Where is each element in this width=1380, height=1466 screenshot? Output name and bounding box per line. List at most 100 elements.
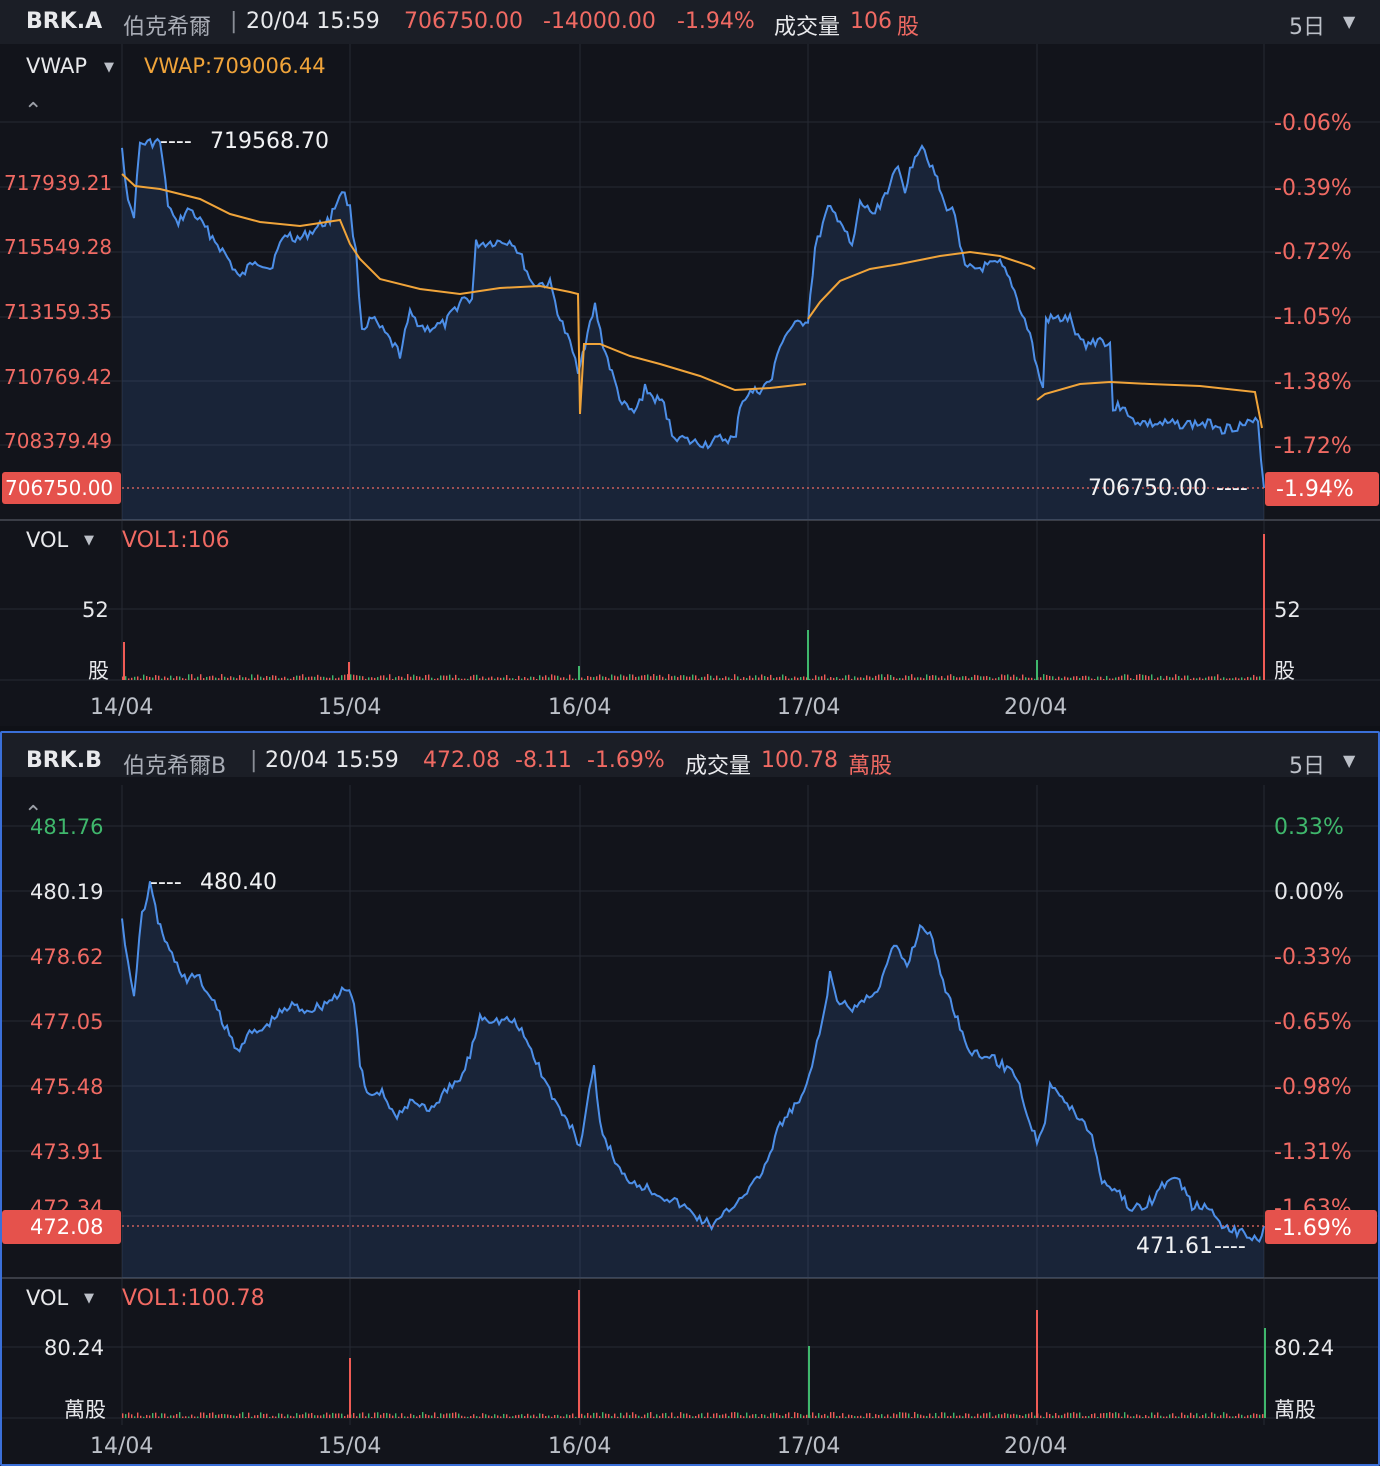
volume-bar: [203, 1412, 205, 1418]
volume-bar: [1166, 675, 1168, 680]
volume-bar: [1160, 675, 1162, 680]
volume-bar: [461, 678, 463, 680]
volume-bar: [632, 1412, 634, 1418]
volume-bar: [704, 1416, 706, 1418]
volume-bar: [326, 1412, 328, 1418]
triangle-down-icon[interactable]: ▼: [1343, 751, 1356, 770]
volume-bar: [503, 677, 505, 680]
volume-bar: [233, 1415, 235, 1418]
range-selector[interactable]: 5日: [1289, 754, 1325, 779]
volume-bar: [518, 1414, 520, 1418]
volume-bar: [860, 1415, 862, 1418]
volume-bar: [902, 1412, 904, 1418]
volume-bar: [1043, 1416, 1045, 1418]
brk-b-chart[interactable]: ⌃ 481.76 480.19 478.62 477.05 475.48 473…: [2, 785, 1378, 1465]
indicator-selector[interactable]: VWAP: [26, 54, 87, 78]
volume-bar: [410, 676, 412, 680]
volume-bar: [710, 1416, 712, 1418]
current-pct-tag: [1265, 472, 1379, 506]
volume-bar: [1016, 676, 1018, 680]
volume-bar: [182, 1416, 184, 1418]
volume-bar: [386, 1412, 388, 1418]
volume-bar: [808, 1346, 810, 1418]
volume-bar: [851, 1415, 853, 1418]
range-selector[interactable]: 5日: [1289, 15, 1325, 40]
volume-bar: [995, 678, 997, 680]
volume-bar: [1169, 677, 1171, 680]
volume-bar: [407, 674, 409, 680]
vol-axis-value-right: 52: [1274, 598, 1301, 622]
volume-bar: [737, 676, 739, 680]
volume-bar: [1211, 1412, 1213, 1418]
volume-bar: [680, 675, 682, 680]
vol-axis-unit-right: 股: [1274, 659, 1295, 683]
volume-bar: [1061, 678, 1063, 680]
vol-selector[interactable]: VOL: [26, 1286, 69, 1310]
volume-bar: [1202, 678, 1204, 680]
volume-bar: [974, 1416, 976, 1418]
volume-bar: [263, 1413, 265, 1418]
volume-bar: [797, 1412, 799, 1418]
volume-bar: [311, 1412, 313, 1418]
volume-bar: [968, 678, 970, 680]
volume-bar: [455, 1412, 457, 1418]
vwap-value: VWAP:709006.44: [144, 54, 326, 78]
volume-bar: [161, 1413, 163, 1418]
volume-bar: [491, 1416, 493, 1418]
volume-bar: [974, 674, 976, 680]
volume-bar: [362, 1412, 364, 1418]
volume-bar: [1019, 678, 1021, 680]
volume-bar: [992, 1416, 994, 1418]
volume-bar: [446, 1413, 448, 1418]
volume-bar: [1016, 1414, 1018, 1418]
triangle-down-icon[interactable]: ▼: [104, 60, 114, 75]
brk-a-chart[interactable]: VWAP ▼ VWAP:709006.44 ⌃ 717939.21 715549…: [0, 44, 1380, 726]
triangle-down-icon[interactable]: ▼: [1343, 12, 1356, 31]
brk-b-panel[interactable]: BRK.B 伯克希爾B | 20/04 15:59 472.08 -8.11 -…: [0, 731, 1380, 1466]
volume-bar: [197, 1416, 199, 1418]
volume-bar: [959, 677, 961, 680]
volume-bar: [743, 1416, 745, 1418]
brk-a-panel[interactable]: BRK.A 伯克希爾 | 20/04 15:59 706750.00 -1400…: [0, 0, 1380, 726]
volume-bar: [941, 676, 943, 680]
chevron-up-icon[interactable]: ⌃: [24, 99, 42, 124]
volume-bar: [920, 1414, 922, 1418]
volume-bar: [1070, 1413, 1072, 1418]
triangle-down-icon[interactable]: ▼: [84, 533, 94, 548]
volume-bar: [425, 675, 427, 680]
volume-bar: [293, 1416, 295, 1418]
volume-bar: [365, 1416, 367, 1418]
volume-bar: [824, 1413, 826, 1418]
volume-bar: [560, 1416, 562, 1418]
chevron-up-icon[interactable]: ⌃: [24, 802, 42, 827]
volume-bar: [287, 678, 289, 680]
volume-bar: [668, 674, 670, 680]
volume-bar: [662, 1413, 664, 1418]
volume-bar: [914, 1412, 916, 1418]
symbol[interactable]: BRK.B: [26, 748, 102, 773]
volume-bar: [488, 677, 490, 680]
vol-selector[interactable]: VOL: [26, 528, 69, 552]
volume-bar: [617, 676, 619, 680]
price-axis-label: 715549.28: [4, 235, 112, 259]
volume-bar: [977, 675, 979, 680]
volume-bar: [1036, 660, 1038, 680]
triangle-down-icon[interactable]: ▼: [84, 1291, 94, 1306]
volume-bar: [812, 1412, 814, 1418]
volume-bar: [887, 674, 889, 680]
symbol[interactable]: BRK.A: [26, 9, 103, 34]
volume-bar: [599, 674, 601, 680]
volume-bar: [348, 662, 350, 680]
volume-bar: [221, 1413, 223, 1418]
volume-bar: [737, 1412, 739, 1418]
volume-bar: [596, 1412, 598, 1418]
volume-bar: [989, 677, 991, 680]
volume-bar: [152, 677, 154, 680]
volume-bar: [224, 1414, 226, 1418]
volume-bar: [452, 1412, 454, 1418]
volume-bar: [302, 1414, 304, 1418]
volume-bar: [782, 674, 784, 680]
volume-bar: [809, 678, 811, 680]
volume-bar: [590, 1415, 592, 1418]
volume-bar: [719, 678, 721, 680]
